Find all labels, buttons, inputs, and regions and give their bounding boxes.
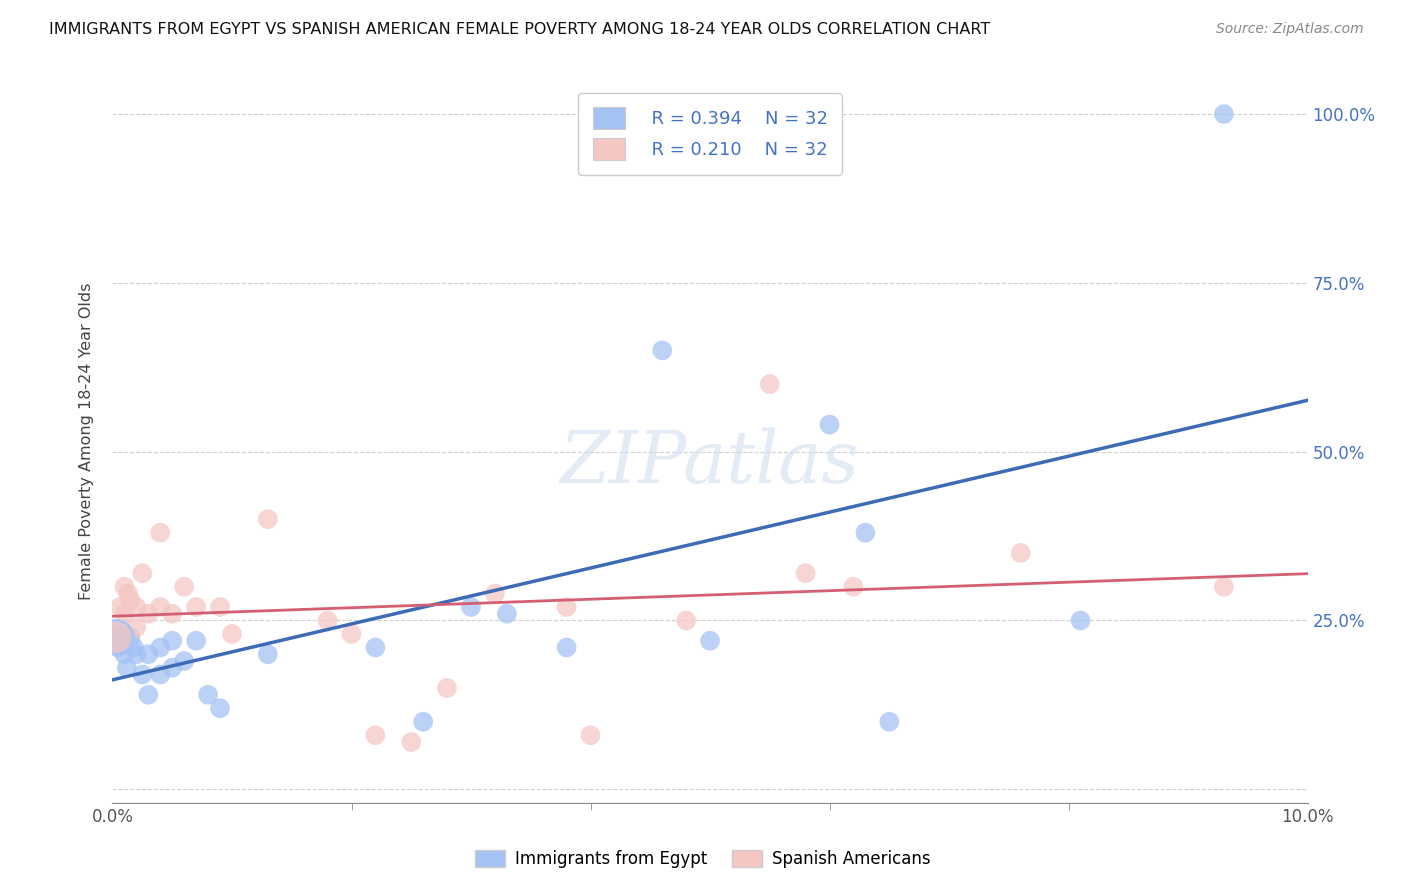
Point — [131, 566, 153, 581]
Point — [699, 633, 721, 648]
Point — [138, 607, 160, 621]
Point — [436, 681, 458, 695]
Point — [555, 599, 578, 614]
Point — [173, 654, 195, 668]
Point — [117, 586, 139, 600]
Point — [120, 593, 142, 607]
Point — [186, 633, 208, 648]
Point — [209, 599, 232, 614]
Point — [496, 607, 519, 621]
Point — [162, 661, 183, 675]
Point — [818, 417, 841, 432]
Point — [149, 599, 172, 614]
Point — [107, 640, 129, 655]
Point — [651, 343, 673, 358]
Point — [131, 667, 153, 681]
Point — [675, 614, 697, 628]
Point — [340, 627, 363, 641]
Point — [855, 525, 877, 540]
Legend: Immigrants from Egypt, Spanish Americans: Immigrants from Egypt, Spanish Americans — [468, 843, 938, 875]
Text: Source: ZipAtlas.com: Source: ZipAtlas.com — [1216, 22, 1364, 37]
Point — [412, 714, 434, 729]
Point — [138, 647, 160, 661]
Point — [115, 661, 138, 675]
Point — [1070, 614, 1092, 628]
Text: IMMIGRANTS FROM EGYPT VS SPANISH AMERICAN FEMALE POVERTY AMONG 18-24 YEAR OLDS C: IMMIGRANTS FROM EGYPT VS SPANISH AMERICA… — [49, 22, 990, 37]
Point — [186, 599, 208, 614]
Point — [122, 640, 145, 655]
Point — [209, 701, 232, 715]
Point — [1213, 580, 1236, 594]
Point — [555, 640, 578, 655]
Point — [114, 647, 135, 661]
Point — [794, 566, 817, 581]
Point — [484, 586, 506, 600]
Point — [105, 631, 128, 645]
Point — [105, 631, 128, 645]
Point — [879, 714, 901, 729]
Point — [316, 614, 339, 628]
Point — [149, 525, 172, 540]
Text: ZIPatlas: ZIPatlas — [560, 428, 860, 499]
Point — [460, 599, 482, 614]
Point — [842, 580, 865, 594]
Point — [110, 631, 132, 645]
Point — [173, 580, 195, 594]
Point — [105, 631, 128, 645]
Point — [401, 735, 423, 749]
Point — [364, 728, 387, 742]
Point — [221, 627, 243, 641]
Point — [108, 599, 131, 614]
Legend:   R = 0.394    N = 32,   R = 0.210    N = 32: R = 0.394 N = 32, R = 0.210 N = 32 — [578, 93, 842, 175]
Point — [125, 599, 148, 614]
Point — [1010, 546, 1032, 560]
Point — [114, 580, 135, 594]
Point — [162, 633, 183, 648]
Point — [759, 377, 782, 392]
Point — [257, 647, 280, 661]
Point — [105, 631, 128, 645]
Point — [138, 688, 160, 702]
Point — [197, 688, 219, 702]
Point — [125, 620, 148, 634]
Point — [257, 512, 280, 526]
Point — [114, 607, 135, 621]
Point — [125, 647, 148, 661]
Point — [1213, 107, 1236, 121]
Point — [579, 728, 602, 742]
Point — [149, 640, 172, 655]
Y-axis label: Female Poverty Among 18-24 Year Olds: Female Poverty Among 18-24 Year Olds — [79, 283, 94, 600]
Point — [120, 631, 142, 645]
Point — [149, 667, 172, 681]
Point — [364, 640, 387, 655]
Point — [162, 607, 183, 621]
